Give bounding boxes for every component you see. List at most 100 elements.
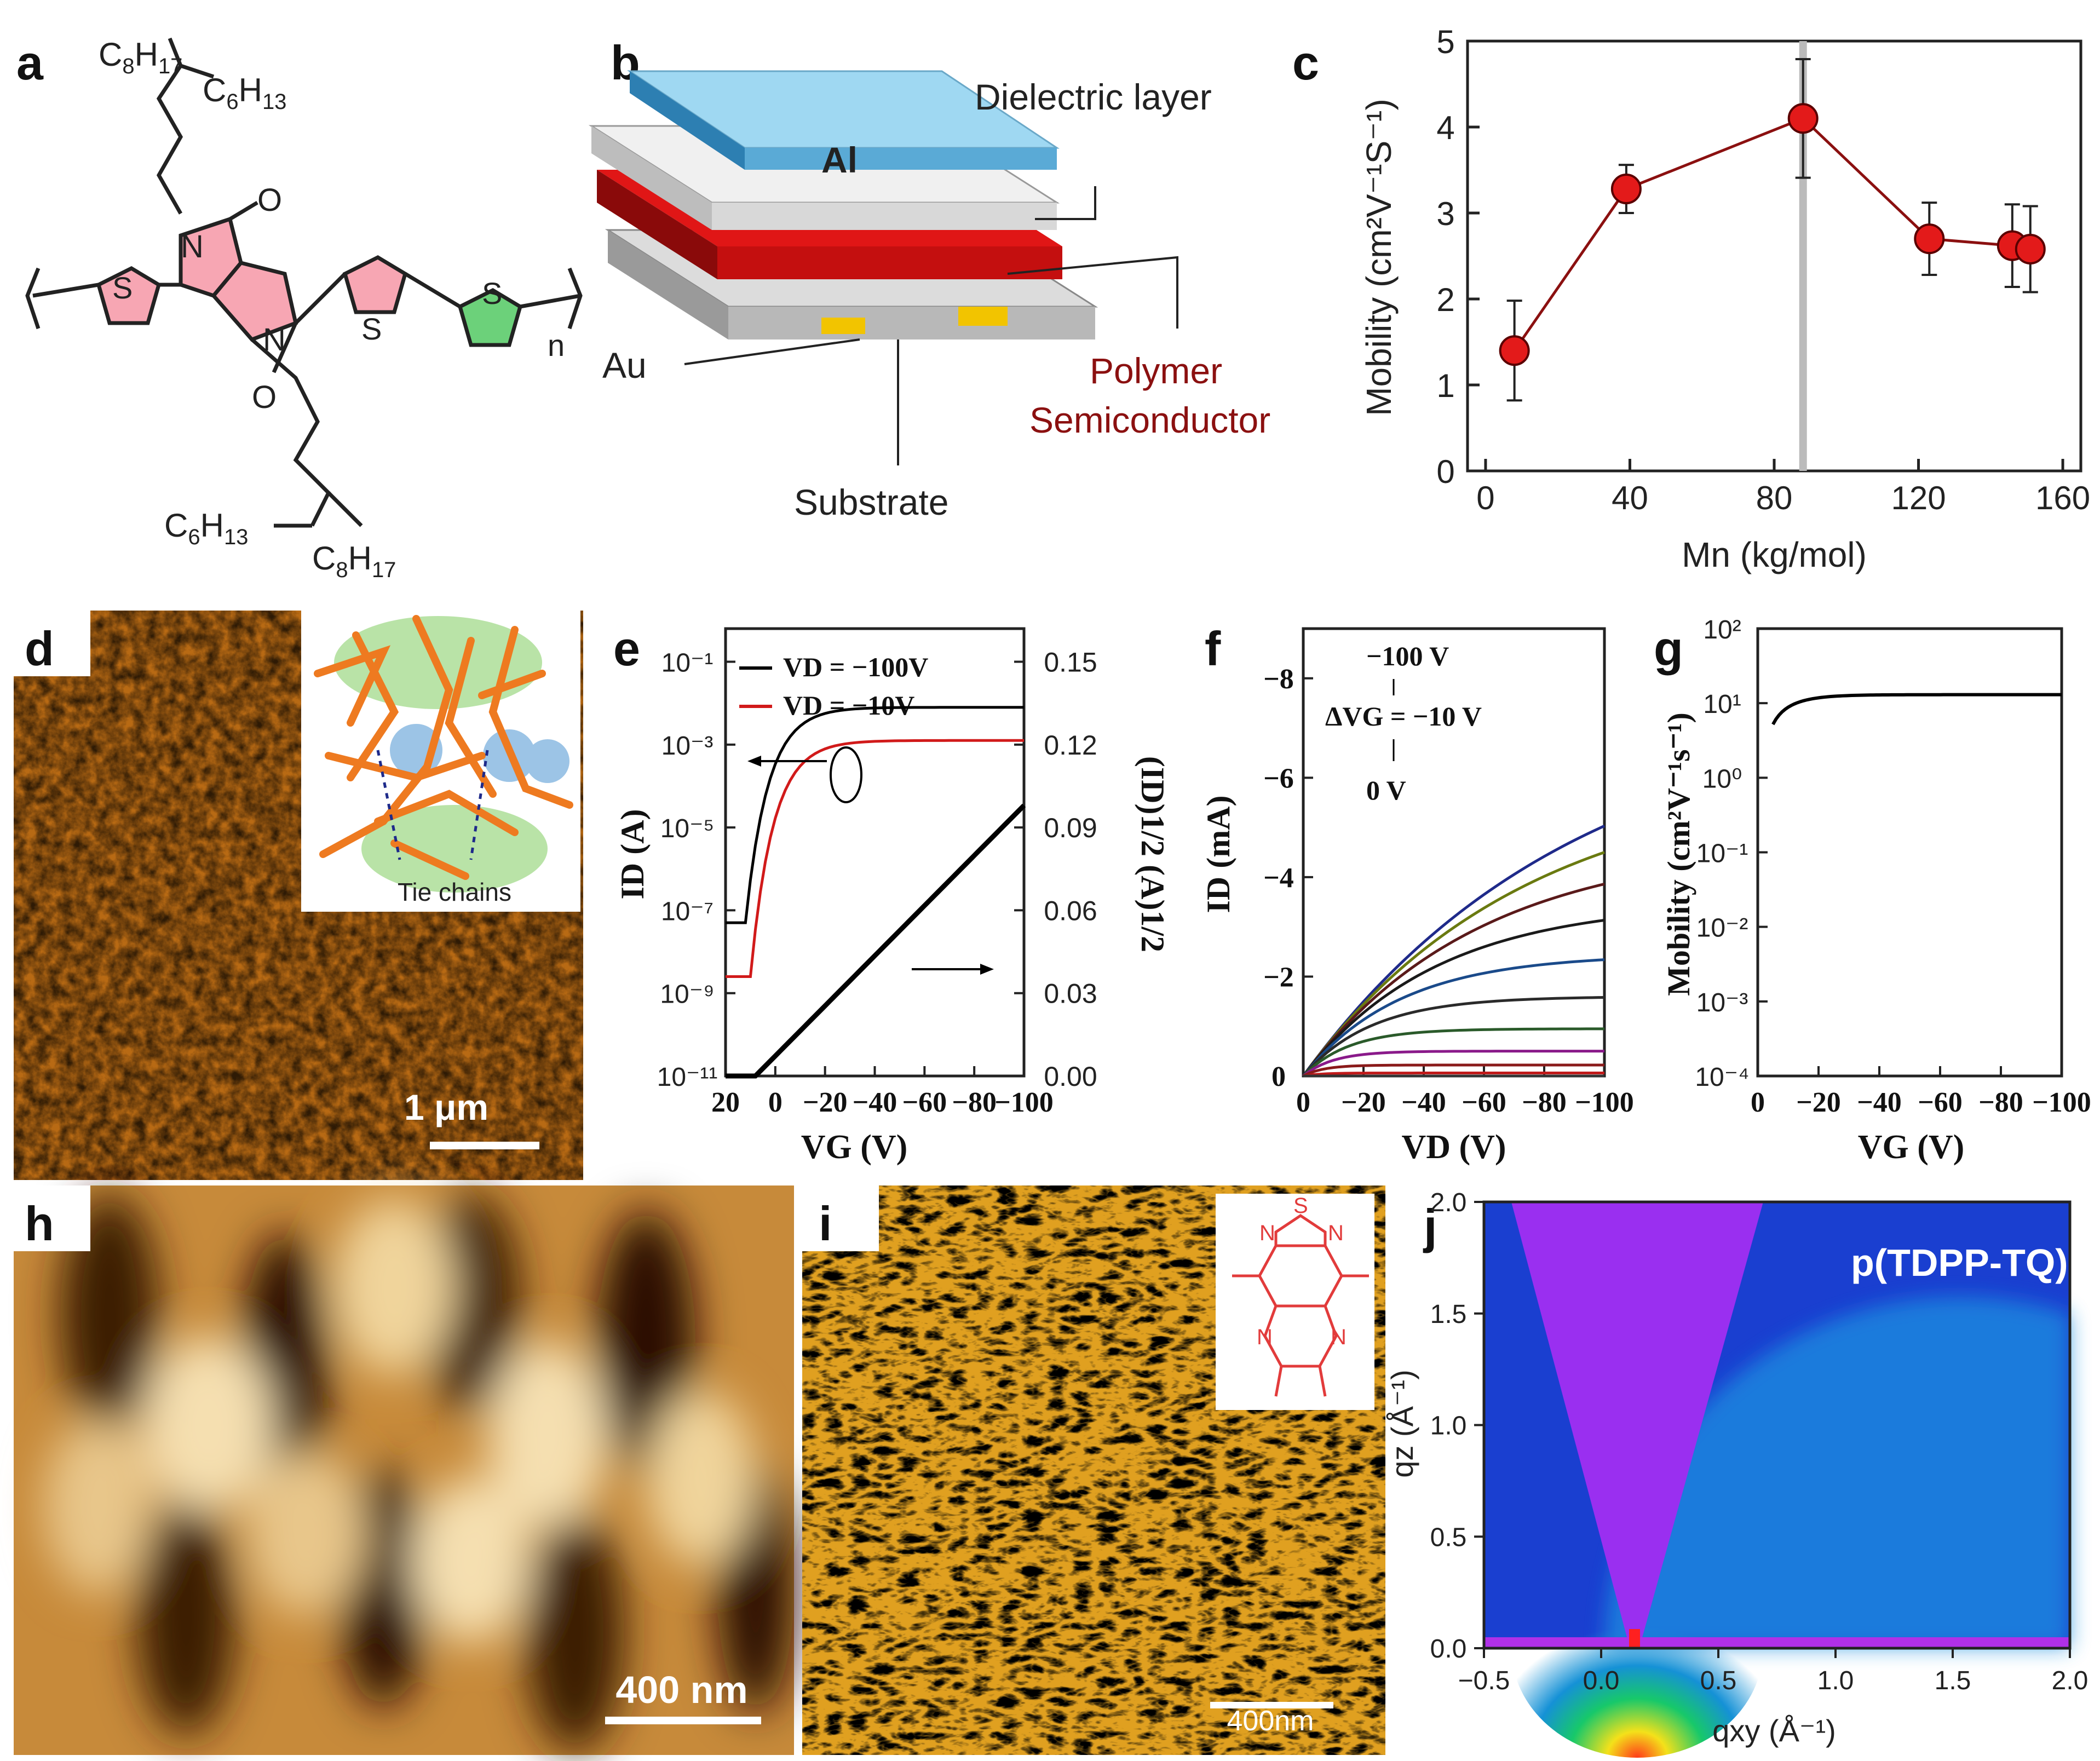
- bottom-sidechain-formula: C6H13: [164, 507, 248, 549]
- au-electrode: [821, 318, 865, 334]
- sulfur-right: S: [482, 276, 502, 310]
- plot-frame-f: [1302, 627, 1606, 1078]
- panel-b: b Al Dielectric layer Au Polymer Semicon…: [588, 36, 1270, 522]
- panel-letter-f: f: [1205, 621, 1221, 676]
- x-tick-label-c: 0: [1476, 480, 1494, 516]
- y-tick-label-c: 0: [1436, 453, 1454, 490]
- y2-tick-label-e: 0.06: [1044, 895, 1097, 926]
- output-curve: [1302, 919, 1605, 1077]
- output-curve: [1302, 995, 1605, 1077]
- top-sidechain-formula-2: C6H13: [203, 72, 286, 114]
- output-curve: [1302, 1050, 1604, 1078]
- y-tick-label-g: 10⁰: [1702, 764, 1742, 793]
- y-tick-label-j: 2.0: [1430, 1188, 1467, 1217]
- transfer-curve-vd100: [726, 706, 1024, 924]
- x-tick-label-f: −20: [1341, 1087, 1386, 1118]
- x-tick-label-g: −60: [1918, 1087, 1963, 1118]
- label-delta-vg: ΔVG = −10 V: [1325, 701, 1482, 732]
- y-tick-label-g: 10⁻³: [1696, 988, 1748, 1017]
- x-axis-label-g: VG (V): [1858, 1129, 1965, 1166]
- panel-h: h 400 nm: [14, 1185, 794, 1755]
- x-tick-label-g: −20: [1796, 1087, 1841, 1118]
- y2-tick-label-e: 0.00: [1044, 1061, 1097, 1092]
- y-tick-label-g: 10⁻²: [1696, 914, 1748, 943]
- x-tick-label-e: −40: [853, 1087, 897, 1118]
- quinoxaline-inset: [1216, 1194, 1374, 1410]
- panel-letter-g: g: [1654, 621, 1683, 676]
- x-axis-label-c: Mn (kg/mol): [1682, 535, 1867, 574]
- x-tick-label-f: 0: [1296, 1087, 1310, 1118]
- x-tick-label-e: −100: [994, 1087, 1054, 1118]
- y-axis-label-c: Mobility (cm²V⁻¹S⁻¹): [1359, 99, 1399, 416]
- y-tick-label-e: 10⁻⁵: [660, 814, 715, 843]
- panel-c: c Mobility (cm²V⁻¹S⁻¹) Mn (kg/mol) 0 40 80…: [1292, 24, 2090, 574]
- x-tick-label-j: 1.5: [1935, 1666, 1971, 1695]
- x-tick-label-f: −100: [1575, 1087, 1634, 1118]
- x-tick-label-f: −80: [1522, 1087, 1567, 1118]
- scale-label-d: 1 μm: [404, 1087, 488, 1127]
- y2-tick-label-e: 0.15: [1044, 647, 1097, 678]
- output-curve: [1302, 1027, 1605, 1077]
- panel-letter-c: c: [1292, 36, 1319, 90]
- x-tick-label-e: −80: [952, 1087, 997, 1118]
- polymer-label: Polymer: [1090, 350, 1222, 391]
- output-curve: [1302, 1063, 1604, 1078]
- x-tick-label-j: 1.0: [1817, 1666, 1854, 1695]
- x-tick-label-g: −100: [2032, 1087, 2091, 1118]
- top-sidechain-formula: C8H17: [99, 36, 182, 78]
- x-tick-label-j: 0.0: [1583, 1666, 1620, 1695]
- panel-letter-i: i: [819, 1196, 832, 1251]
- y-tick-label-g: 10¹: [1703, 690, 1741, 719]
- inset-sulfur: S: [1293, 1194, 1308, 1218]
- panel-d: d Tie chains 1 μm: [14, 611, 583, 1180]
- y-tick-label-e: 10⁻³: [661, 732, 714, 761]
- y-tick-label-g: 10⁻¹: [1696, 839, 1748, 868]
- y-axis-label-j: qz (Å⁻¹): [1385, 1369, 1419, 1478]
- y-tick-label-g: 10⁻⁴: [1695, 1063, 1749, 1092]
- sqrt-curve: [726, 803, 1026, 1079]
- y2-axis-label-e: (ID)1/2 (A)1/2: [1135, 756, 1171, 952]
- panel-letter-a: a: [16, 36, 44, 90]
- sulfur-left: S: [112, 271, 133, 305]
- y-tick-label-e: 10⁻¹¹: [657, 1063, 718, 1092]
- y-tick-label-f: −8: [1263, 664, 1294, 695]
- y-tick-label-c: 4: [1436, 110, 1454, 146]
- substrate-label: Substrate: [794, 482, 949, 522]
- y-tick-label-e: 10⁻⁷: [661, 897, 714, 926]
- x-axis-label-e: VG (V): [801, 1129, 908, 1166]
- scale-bar-i: [1210, 1702, 1333, 1708]
- inset-n2: N: [1328, 1221, 1344, 1245]
- y-tick-label-c: 1: [1436, 367, 1454, 404]
- carbonyl-o-bottom: O: [252, 379, 277, 415]
- label-0v: 0 V: [1366, 775, 1406, 805]
- sample-title-j: p(TDPP-TQ): [1851, 1241, 2068, 1284]
- n-atom-top: N: [181, 229, 204, 264]
- series-line-c: [1513, 117, 2031, 352]
- legend-vd100: VD = −100V: [783, 652, 928, 682]
- data-point-c: [1914, 223, 1945, 255]
- output-curve: [1302, 883, 1605, 1077]
- x-tick-label-f: −60: [1462, 1087, 1506, 1118]
- inset-n1: N: [1259, 1221, 1275, 1245]
- y-axis-label-e: ID (A): [614, 809, 651, 900]
- scale-bar-d: [430, 1142, 539, 1149]
- x-tick-label-c: 160: [2035, 480, 2090, 516]
- data-point-c: [1610, 174, 1642, 205]
- x-tick-label-f: −40: [1401, 1087, 1446, 1118]
- bottom-sidechain-formula-2: C8H17: [312, 540, 396, 582]
- dielectric-label: Dielectric layer: [975, 77, 1212, 117]
- panel-a: a O O N N S S S n C8H17 C6H13: [16, 36, 583, 582]
- y-axis-label-f: ID (mA): [1200, 796, 1236, 913]
- au-label: Au: [602, 345, 647, 385]
- output-curve: [1302, 958, 1605, 1077]
- y-tick-label-j: 0.5: [1430, 1523, 1467, 1552]
- output-curve: [1303, 1072, 1604, 1078]
- output-curve: [1302, 851, 1605, 1077]
- x-tick-label-g: 0: [1751, 1087, 1765, 1118]
- scale-bar-h: [605, 1717, 761, 1724]
- x-tick-label-j: 0.5: [1700, 1666, 1737, 1695]
- x-tick-label-j: −0.5: [1458, 1666, 1510, 1695]
- x-tick-label-e: 20: [711, 1087, 740, 1118]
- y2-tick-label-e: 0.12: [1044, 730, 1097, 761]
- sulfur-middle: S: [361, 312, 382, 346]
